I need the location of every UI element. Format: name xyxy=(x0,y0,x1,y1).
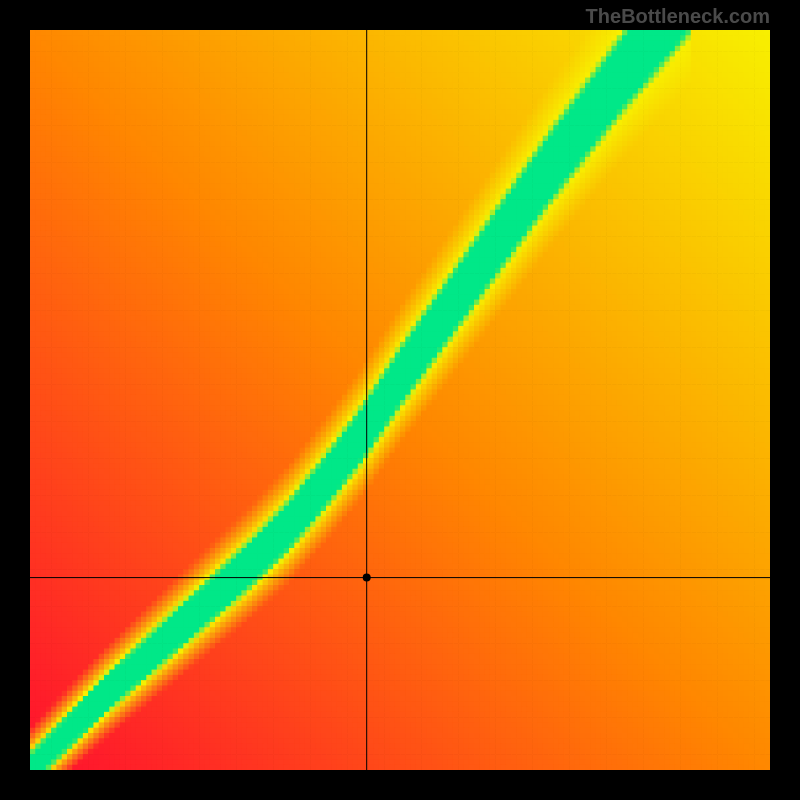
bottleneck-heatmap xyxy=(30,30,770,770)
heatmap-canvas xyxy=(30,30,770,770)
watermark-text: TheBottleneck.com xyxy=(586,6,770,29)
